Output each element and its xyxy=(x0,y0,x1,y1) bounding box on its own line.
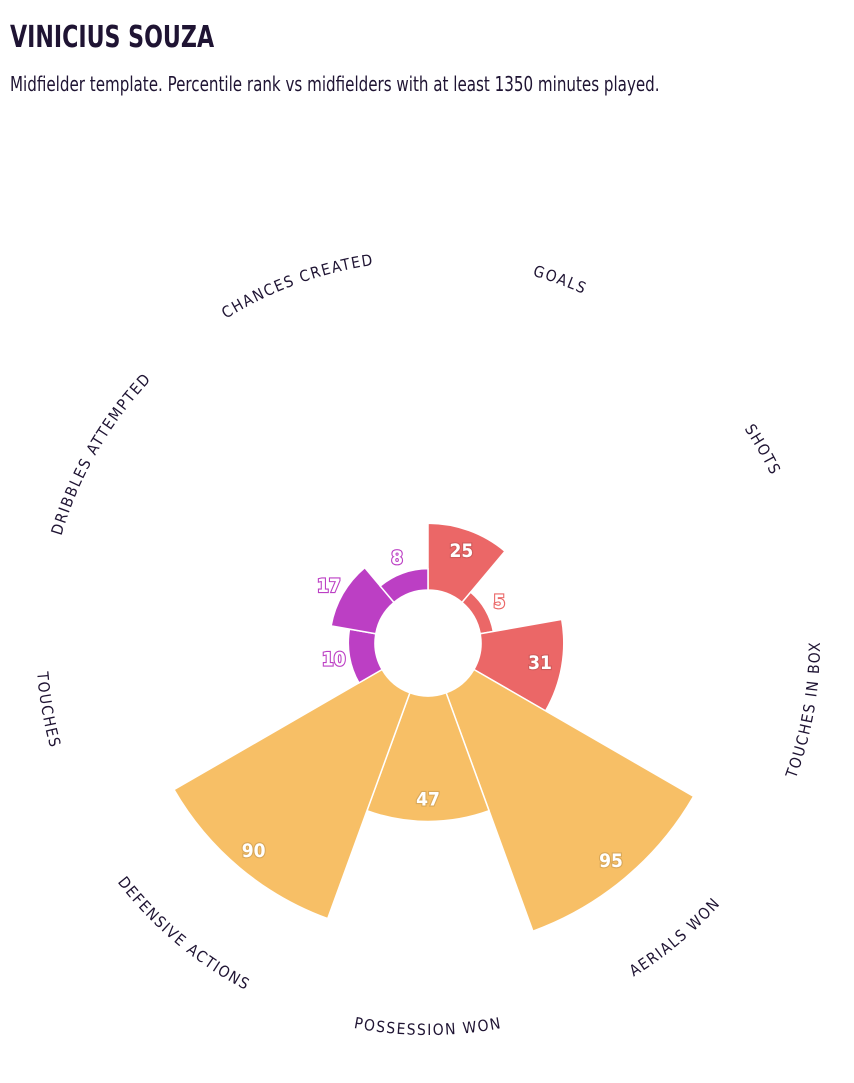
page-title: VINICIUS SOUZA xyxy=(10,20,215,55)
category-label: AERIALS WON xyxy=(626,894,724,980)
chart-wedges xyxy=(172,522,695,933)
wedge-shots xyxy=(461,591,495,635)
value-label: 31 xyxy=(528,652,552,674)
wedge-goals xyxy=(427,522,507,604)
value-label: 8 xyxy=(391,547,403,569)
value-label: 25 xyxy=(450,540,474,562)
category-label: CHANCES CREATED xyxy=(219,251,376,322)
page-subtitle: Midfielder template. Percentile rank vs … xyxy=(10,72,660,96)
wedge-touches-in-box xyxy=(472,618,565,712)
category-label: SHOTS xyxy=(741,421,784,478)
category-label: GOALS xyxy=(531,262,590,298)
value-label: 95 xyxy=(599,850,623,872)
category-label: POSSESSION WON xyxy=(353,1014,503,1039)
value-label: 10 xyxy=(322,649,346,671)
wedge-defensive-actions xyxy=(172,668,411,920)
chart-category-labels: GOALS SHOTS TOUCHES IN BOX AERIALS WON POSSE… xyxy=(33,251,824,1039)
category-label: DRIBBLES ATTEMPTED xyxy=(48,369,155,537)
wedge-aerials-won xyxy=(445,668,695,933)
wedge-chances-created xyxy=(379,567,429,604)
value-label: 17 xyxy=(317,575,341,597)
wedge-dribbles-attempted xyxy=(330,566,395,635)
value-label: 5 xyxy=(493,591,505,613)
category-label: DEFENSIVE ACTIONS xyxy=(114,873,253,994)
chart-value-labels: 25 5 31 95 47 90 10 17 8 xyxy=(241,539,624,873)
value-label: 90 xyxy=(242,840,266,862)
category-label: TOUCHES xyxy=(33,670,64,750)
category-label: TOUCHES IN BOX xyxy=(782,641,824,781)
value-label: 47 xyxy=(416,788,440,810)
wedge-possession-won xyxy=(365,691,491,823)
